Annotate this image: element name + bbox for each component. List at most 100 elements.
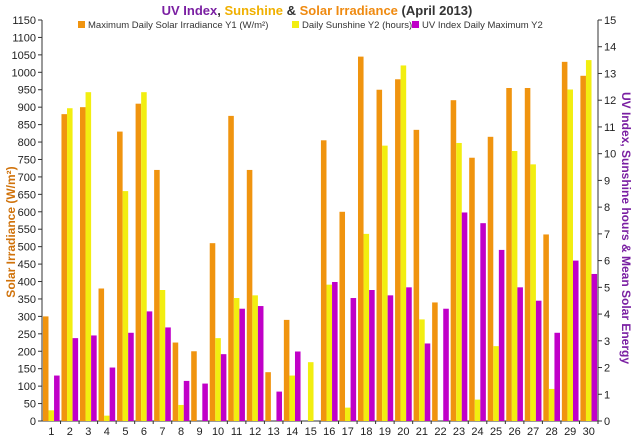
- bar-sunshine: [85, 92, 92, 422]
- bar-irradiance: [543, 234, 549, 421]
- left-tick-label: 950: [18, 85, 36, 97]
- left-tick-label: 100: [18, 381, 36, 393]
- legend-swatch: [412, 21, 419, 28]
- bar-uv-index: [591, 273, 598, 421]
- bar-irradiance: [191, 351, 197, 421]
- bar-uv-index: [406, 287, 412, 421]
- left-tick-label: 900: [18, 102, 36, 114]
- bar-sunshine: [511, 150, 518, 421]
- bar-uv-index: [498, 249, 505, 421]
- right-tick-label: 3: [604, 336, 610, 348]
- x-tick-label: 9: [196, 426, 202, 438]
- bar-sunshine: [493, 346, 499, 421]
- x-tick-label: 5: [122, 426, 128, 438]
- bar-irradiance: [506, 87, 512, 421]
- bar-sunshine: [215, 338, 221, 421]
- x-tick-label: 21: [416, 426, 428, 438]
- bar-irradiance: [339, 211, 346, 421]
- legend-swatch: [292, 21, 299, 28]
- x-tick-label: 16: [323, 426, 335, 438]
- left-tick-label: 350: [18, 294, 36, 306]
- bar-irradiance: [117, 131, 123, 421]
- left-tick-label: 300: [18, 311, 36, 323]
- right-tick-label: 10: [604, 149, 616, 161]
- x-tick-label: 1: [48, 426, 54, 438]
- bar-sunshine: [141, 92, 147, 422]
- bar-sunshine: [104, 415, 110, 421]
- legend-label: UV Index Daily Maximum Y2: [422, 20, 543, 31]
- bar-irradiance: [524, 87, 531, 421]
- bar-irradiance: [450, 100, 457, 421]
- bar-uv-index: [202, 383, 208, 421]
- x-tick-label: 17: [342, 426, 354, 438]
- x-tick-label: 7: [159, 426, 165, 438]
- right-tick-label: 8: [604, 202, 610, 214]
- left-tick-label: 50: [24, 399, 36, 411]
- x-tick-label: 6: [141, 426, 147, 438]
- left-tick-label: 700: [18, 172, 36, 184]
- bar-sunshine: [345, 407, 351, 421]
- bar-uv-index: [424, 343, 431, 421]
- right-tick-label: 15: [604, 15, 616, 27]
- left-tick-label: 400: [18, 277, 36, 289]
- left-tick-label: 800: [18, 137, 36, 149]
- x-tick-label: 14: [286, 426, 298, 438]
- left-tick-label: 600: [18, 207, 36, 219]
- right-axis-title: UV Index, Sunshine hours & Mean Solar En…: [619, 92, 633, 364]
- left-tick-label: 1100: [12, 32, 36, 44]
- bar-uv-index: [239, 308, 245, 421]
- bar-irradiance: [61, 114, 68, 421]
- x-tick-label: 10: [212, 426, 224, 438]
- bar-sunshine: [419, 319, 425, 421]
- bar-irradiance: [246, 169, 253, 421]
- x-tick-label: 15: [305, 426, 317, 438]
- right-tick-label: 0: [604, 416, 610, 428]
- legend-label: Daily Sunshine Y2 (hours): [302, 20, 412, 31]
- x-tick-label: 24: [471, 426, 483, 438]
- x-tick-label: 19: [379, 426, 391, 438]
- bar-sunshine: [159, 290, 166, 421]
- x-tick-label: 3: [85, 426, 91, 438]
- x-tick-label: 4: [104, 426, 110, 438]
- title-part: (April 2013): [398, 3, 472, 18]
- bar-sunshine: [567, 89, 573, 422]
- left-axis-title: Solar Irradiance (W/m²): [4, 166, 18, 297]
- left-tick-label: 850: [18, 120, 36, 132]
- x-tick-label: 23: [453, 426, 465, 438]
- bar-sunshine: [178, 404, 184, 421]
- bar-irradiance: [172, 342, 179, 421]
- bar-irradiance: [98, 288, 105, 421]
- bar-irradiance: [283, 319, 290, 421]
- bar-uv-index: [554, 332, 561, 421]
- right-tick-label: 9: [604, 175, 610, 187]
- x-tick-label: 2: [67, 426, 73, 438]
- bar-uv-index: [183, 380, 190, 421]
- plot-area: 0501001502002503003504004505005506006507…: [12, 15, 617, 438]
- bar-uv-index: [332, 281, 338, 421]
- bar-uv-index: [220, 354, 227, 421]
- bar-sunshine: [382, 145, 388, 421]
- x-tick-label: 8: [178, 426, 184, 438]
- x-tick-label: 12: [249, 426, 261, 438]
- bar-irradiance: [580, 75, 586, 421]
- right-tick-label: 1: [604, 389, 610, 401]
- title-part: &: [283, 3, 300, 18]
- x-tick-label: 29: [564, 426, 576, 438]
- right-tick-label: 7: [604, 229, 610, 241]
- right-tick-label: 14: [604, 42, 616, 54]
- bar-uv-index: [72, 338, 79, 421]
- title-part: ,: [217, 3, 224, 18]
- bar-sunshine: [548, 388, 555, 421]
- x-tick-label: 30: [583, 426, 595, 438]
- bar-irradiance: [413, 129, 420, 422]
- bar-irradiance: [228, 115, 234, 422]
- bar-irradiance: [154, 169, 160, 421]
- left-tick-label: 0: [30, 416, 36, 428]
- bar-uv-index: [54, 375, 60, 421]
- bar-irradiance: [209, 243, 216, 421]
- legend-label: Maximum Daily Solar Irradiance Y1 (W/m²): [88, 20, 268, 31]
- x-tick-label: 13: [268, 426, 280, 438]
- title-part: UV Index: [162, 3, 218, 18]
- left-tick-label: 550: [18, 224, 36, 236]
